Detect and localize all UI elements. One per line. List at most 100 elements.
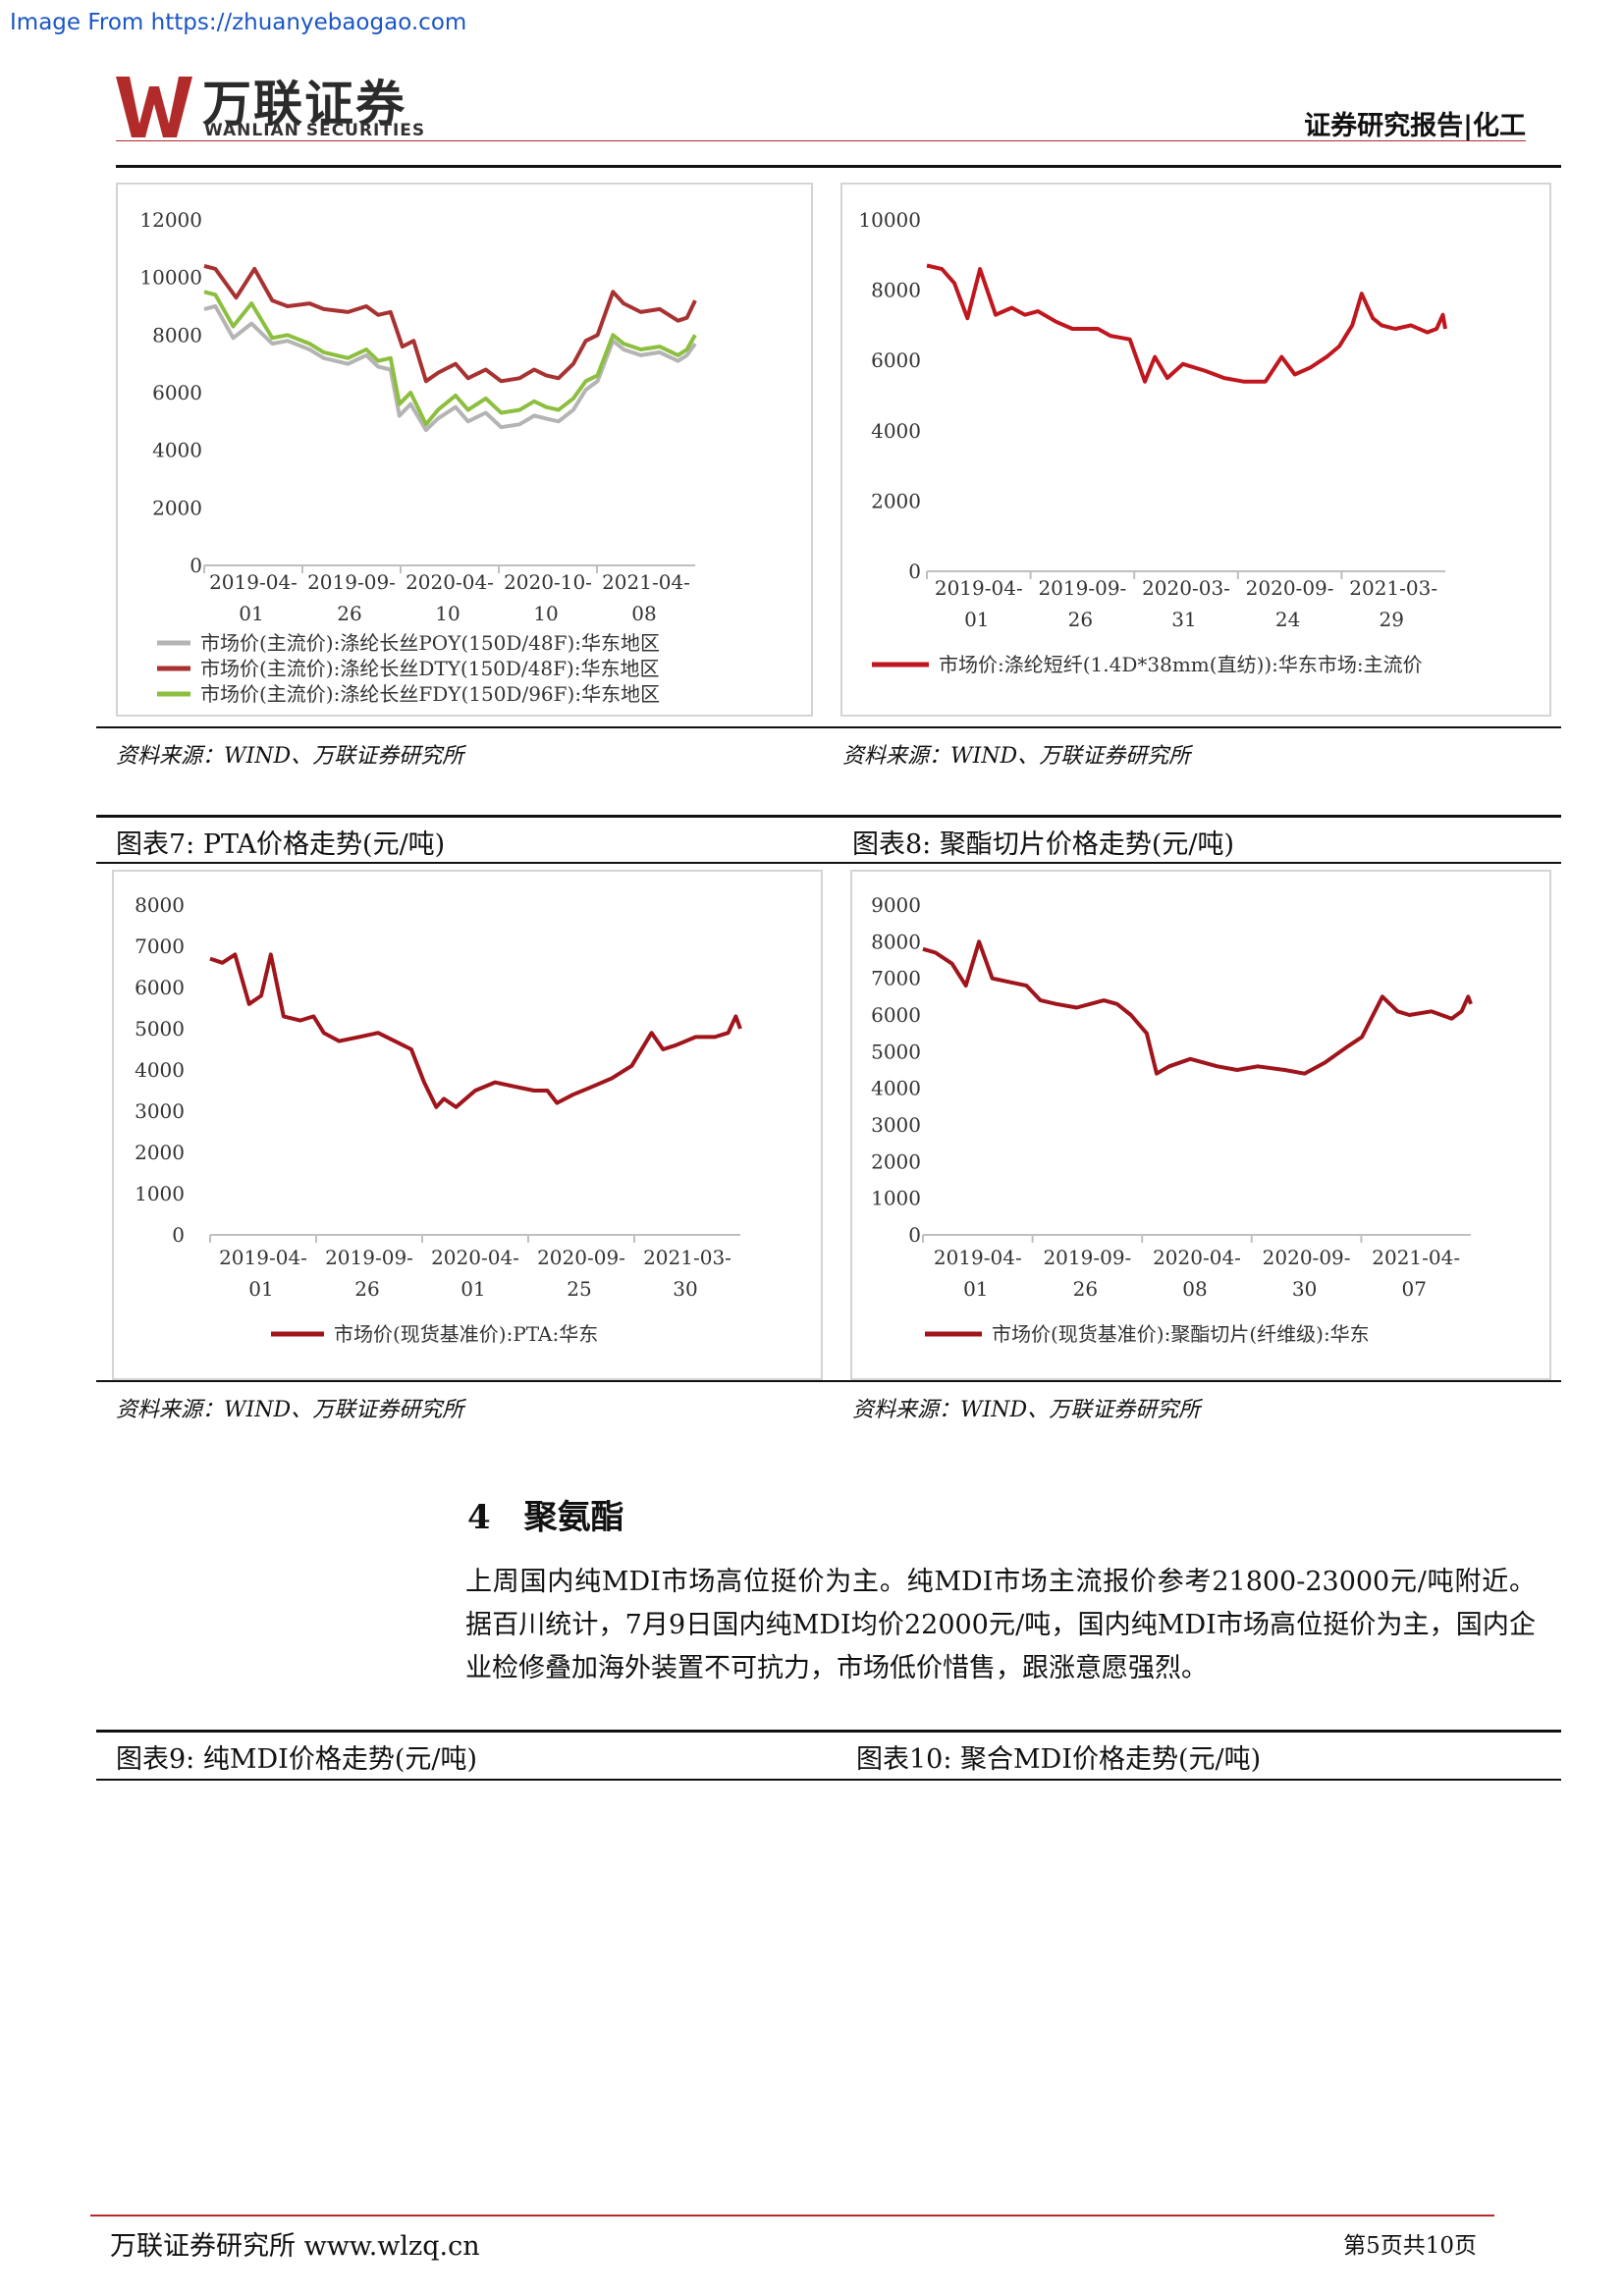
series-line xyxy=(209,952,742,1109)
section-title: 聚氨酯 xyxy=(523,1498,624,1537)
section-number: 4 xyxy=(467,1498,491,1537)
y-tick-label: 0 xyxy=(908,560,921,583)
source-watermark[interactable]: Image From https://zhuanyebaogao.com xyxy=(10,10,467,35)
caption-rule-bottom xyxy=(96,862,1561,864)
y-tick-label: 7000 xyxy=(871,967,921,990)
caption-rule-9-bottom xyxy=(96,1779,1561,1781)
y-tick-label: 7000 xyxy=(135,934,185,958)
section-paragraph: 上周国内纯MDI市场高位挺价为主。纯MDI市场主流报价参考21800-23000… xyxy=(465,1561,1536,1690)
series-line xyxy=(203,263,697,384)
x-tick-label: 2019-04- xyxy=(934,1246,1022,1269)
x-tick-label: 2020-09- xyxy=(1246,576,1334,600)
legend-label: 市场价(现货基准价):PTA:华东 xyxy=(334,1322,598,1346)
x-tick-label-line2: 08 xyxy=(631,602,656,625)
x-tick-label: 2019-09- xyxy=(307,570,396,594)
logo-chinese-name: 万联证券 xyxy=(202,76,406,133)
x-tick-label: 2019-09- xyxy=(1043,1246,1131,1269)
caption-rule-top xyxy=(96,815,1561,818)
logo-english-name: WANLIAN SECURITIES xyxy=(204,121,426,140)
series-line xyxy=(203,290,697,427)
x-tick-label-line2: 30 xyxy=(1292,1277,1317,1301)
header-accent-rule xyxy=(116,140,1526,141)
x-tick-label: 2020-09- xyxy=(1263,1246,1351,1269)
y-tick-label: 2000 xyxy=(152,496,202,519)
x-tick-label-line2: 25 xyxy=(567,1277,591,1301)
y-tick-label: 6000 xyxy=(871,348,921,372)
y-tick-label: 2000 xyxy=(871,1149,921,1173)
report-title: 证券研究报告|化工 xyxy=(1304,111,1526,141)
y-tick-label: 6000 xyxy=(135,976,185,999)
footer-institute: 万联证券研究所 www.wlzq.cn xyxy=(110,2231,480,2262)
wanlian-logo-icon xyxy=(116,77,192,137)
x-tick-label: 2020-03- xyxy=(1142,576,1230,600)
x-tick-label-line2: 29 xyxy=(1379,608,1403,631)
source-note-pta: 资料来源：WIND、万联证券研究所 xyxy=(116,1398,464,1422)
header-rule xyxy=(116,165,1561,168)
figure-caption-7: 图表7: PTA价格走势(元/吨) xyxy=(116,829,446,860)
legend-label: 市场价:涤纶短纤(1.4D*38mm(直纺)):华东市场:主流价 xyxy=(939,653,1423,676)
source-note-chip: 资料来源：WIND、万联证券研究所 xyxy=(852,1398,1201,1422)
staple-fiber-price-chart: 10000 8000 6000 4000 2000 0 2019-04- 01 2019-09-… xyxy=(858,208,1447,676)
x-tick-label: 2019-04- xyxy=(935,576,1023,600)
x-tick-label-line2: 26 xyxy=(337,602,361,625)
source-rule-top xyxy=(96,726,1561,728)
paragraph-text: 上周国内纯MDI市场高位挺价为主。纯MDI市场主流报价参考21800-23000… xyxy=(465,1567,1536,1683)
x-tick-label-line2: 26 xyxy=(1068,608,1093,631)
y-tick-label: 8000 xyxy=(135,893,185,917)
x-tick-label: 2020-09- xyxy=(537,1246,625,1269)
x-tick-label-line2: 01 xyxy=(963,1277,988,1301)
y-tick-label: 0 xyxy=(172,1223,185,1247)
x-tick-label-line2: 01 xyxy=(964,608,989,631)
y-tick-label: 6000 xyxy=(871,1003,921,1027)
y-tick-label: 5000 xyxy=(135,1017,185,1041)
filament-price-chart: 12000 10000 8000 6000 4000 2000 0 2019-04- 01 201… xyxy=(139,208,697,706)
polyester-chip-price-chart: 9000 8000 7000 6000 5000 4000 3000 2000 1000 0 201… xyxy=(871,893,1473,1346)
y-tick-label: 10000 xyxy=(858,208,921,232)
x-tick-label: 2019-09- xyxy=(325,1246,413,1269)
x-tick-label-line2: 07 xyxy=(1401,1277,1426,1301)
y-tick-label: 2000 xyxy=(871,489,921,512)
y-tick-label: 4000 xyxy=(152,439,202,462)
x-tick-label-line2: 31 xyxy=(1171,608,1196,631)
figure-caption-9: 图表9: 纯MDI价格走势(元/吨) xyxy=(116,1744,477,1775)
source-note-left: 资料来源：WIND、万联证券研究所 xyxy=(116,744,464,769)
chart-panel-staple-fiber: 10000 8000 6000 4000 2000 0 2019-04- 01 2019-09-… xyxy=(840,183,1551,717)
x-tick-label: 2020-04- xyxy=(431,1246,519,1269)
y-tick-label: 2000 xyxy=(135,1141,185,1164)
y-tick-label: 5000 xyxy=(871,1040,921,1063)
y-tick-label: 0 xyxy=(908,1223,921,1247)
y-tick-label: 8000 xyxy=(871,279,921,302)
legend-label: 市场价(主流价):涤纶长丝DTY(150D/48F):华东地区 xyxy=(200,657,660,680)
x-tick-label-line2: 10 xyxy=(533,602,558,625)
chart-panel-polyester-chip: 9000 8000 7000 6000 5000 4000 3000 2000 1000 0 201… xyxy=(850,870,1551,1380)
y-tick-label: 10000 xyxy=(139,266,202,290)
x-tick-label-line2: 01 xyxy=(248,1277,273,1301)
source-rule-mid xyxy=(96,1380,1561,1382)
figure-caption-8: 图表8: 聚酯切片价格走势(元/吨) xyxy=(852,829,1235,860)
pta-price-chart: 8000 7000 6000 5000 4000 3000 2000 1000 0 2019-04… xyxy=(135,893,742,1346)
y-tick-label: 4000 xyxy=(871,1077,921,1100)
x-tick-label: 2021-04- xyxy=(602,570,690,594)
y-tick-label: 3000 xyxy=(871,1113,921,1137)
y-tick-label: 4000 xyxy=(135,1058,185,1082)
x-tick-label: 2019-04- xyxy=(219,1246,307,1269)
section-heading: 4 聚氨酯 xyxy=(467,1490,624,1538)
x-tick-label-line2: 24 xyxy=(1275,608,1300,631)
series-line xyxy=(922,939,1473,1076)
x-tick-label-line2: 26 xyxy=(1073,1277,1098,1301)
y-tick-label: 4000 xyxy=(871,419,921,443)
y-tick-label: 8000 xyxy=(871,930,921,953)
y-tick-label: 9000 xyxy=(871,893,921,917)
page-number: 第5页共10页 xyxy=(1343,2233,1477,2259)
x-tick-label: 2020-04- xyxy=(1153,1246,1241,1269)
legend-label: 市场价(主流价):涤纶长丝FDY(150D/96F):华东地区 xyxy=(200,682,660,706)
y-tick-label: 0 xyxy=(189,554,202,577)
x-tick-label: 2019-09- xyxy=(1038,576,1126,600)
x-tick-label: 2020-10- xyxy=(504,570,592,594)
caption-rule-9-top xyxy=(96,1730,1561,1733)
x-tick-label-line2: 10 xyxy=(435,602,460,625)
x-tick-label-line2: 01 xyxy=(239,602,263,625)
x-tick-label: 2020-04- xyxy=(406,570,494,594)
series-line xyxy=(926,263,1447,384)
x-tick-label-line2: 26 xyxy=(354,1277,379,1301)
